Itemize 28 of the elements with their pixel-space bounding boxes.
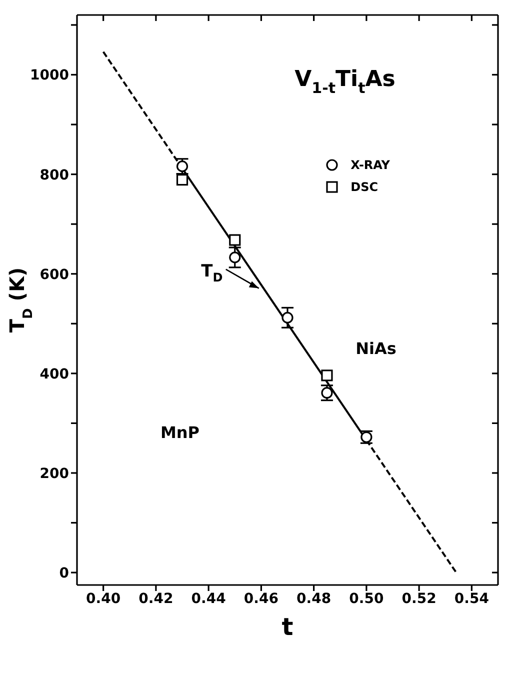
y-tick-label: 200 (40, 466, 70, 482)
x-tick-label: 0.54 (454, 590, 490, 607)
y-tick-label: 600 (40, 266, 70, 283)
point (229, 252, 241, 264)
point (321, 387, 333, 399)
point (229, 234, 241, 246)
legend-label: X-RAY (350, 158, 390, 172)
annotation: T$_{D}$ (201, 260, 223, 285)
x-tick-label: 0.44 (191, 590, 226, 607)
point (321, 370, 333, 382)
x-tick-label: 0.50 (349, 590, 384, 607)
legend-label: DSC (350, 180, 378, 194)
x-tick-label: 0.46 (244, 590, 278, 607)
x-tick-label: 0.52 (402, 590, 436, 607)
point (176, 160, 188, 172)
annotation: NiAs (356, 339, 396, 358)
x-tick-label: 0.42 (138, 590, 174, 607)
y-tick-label: 1000 (30, 68, 70, 84)
x-axis-title: t (282, 613, 294, 641)
annotation: MnP (160, 423, 200, 442)
y-tick-label: 400 (40, 366, 70, 382)
y-tick-label: 800 (40, 167, 70, 184)
point (282, 312, 294, 324)
annotation: V$_{1-t}$Ti$_{t}$As (294, 67, 396, 98)
point (176, 174, 188, 186)
y-tick-label: 0 (59, 566, 70, 582)
x-tick-label: 0.40 (86, 590, 121, 607)
x-tick-label: 0.48 (296, 590, 332, 607)
